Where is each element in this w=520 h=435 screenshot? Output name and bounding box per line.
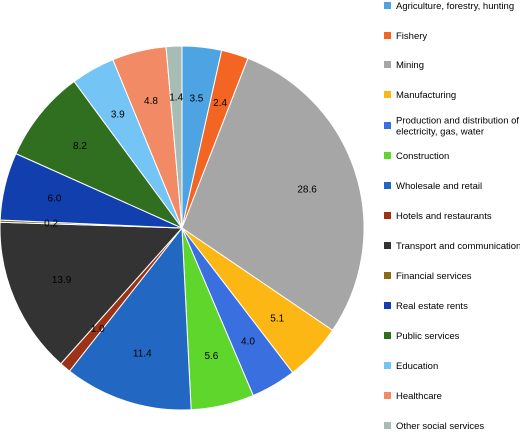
legend-item-production-and-distribution-of-electricity-gas-water: Production and distribution of electricit…	[384, 116, 519, 138]
legend-label-financial-services: Financial services	[396, 271, 472, 282]
data-label-hotels-and-restaurants: 1.0	[91, 324, 105, 335]
data-label-healthcare: 4.8	[144, 96, 158, 107]
legend-swatch-financial-services	[384, 272, 391, 279]
legend-label-public-services: Public services	[396, 331, 460, 342]
data-label-real-estate-rents: 6.0	[48, 193, 62, 204]
legend-item-transport-and-communications: Transport and communications	[384, 241, 520, 252]
data-label-agriculture-forestry-hunting: 3.5	[189, 93, 203, 104]
legend-swatch-manufacturing	[384, 91, 391, 98]
data-label-manufacturing: 5.1	[270, 314, 284, 325]
pie-slice-wholesale-and-retail	[68, 226, 192, 411]
legend-label-wholesale-and-retail: Wholesale and retail	[396, 181, 482, 192]
data-label-construction: 5.6	[204, 351, 218, 362]
legend-item-wholesale-and-retail: Wholesale and retail	[384, 181, 482, 192]
data-label-mining: 28.6	[297, 185, 317, 196]
legend-swatch-construction	[384, 152, 391, 159]
legend-swatch-production-and-distribution-of-electricity-gas-water	[384, 122, 391, 129]
pie-slice-mining	[181, 57, 365, 331]
legend-item-agriculture-forestry-hunting: Agriculture, forestry, hunting	[384, 1, 514, 12]
legend-item-other-social-services: Other social services	[384, 421, 484, 432]
data-label-fishery: 2.4	[213, 98, 227, 109]
legend-swatch-other-social-services	[384, 422, 391, 429]
legend-label-construction: Construction	[396, 151, 449, 162]
data-label-transport-and-communications: 13.9	[52, 275, 72, 286]
legend-swatch-public-services	[384, 332, 391, 339]
legend-label-production-and-distribution-of-electricity-gas-water: Production and distribution of electricit…	[396, 116, 519, 138]
legend-label-mining: Mining	[396, 60, 424, 71]
legend-label-fishery: Fishery	[396, 31, 427, 42]
pie-slice-other-social-services	[165, 45, 183, 229]
legend-item-real-estate-rents: Real estate rents	[384, 301, 468, 312]
pie-data-labels: 3.5 2.4 28.6 5.1 4.0 5.6 11.4 1.0 13.9 0.2 6.0 8.2 3…	[44, 93, 317, 363]
pie-slices	[0, 45, 365, 411]
legend-item-education: Education	[384, 361, 438, 372]
data-label-wholesale-and-retail: 11.4	[133, 348, 152, 359]
legend-item-public-services: Public services	[384, 331, 460, 342]
legend-swatch-hotels-and-restaurants	[384, 212, 391, 219]
legend-swatch-mining	[384, 61, 391, 68]
data-label-production-and-distribution-of-electricity-gas-water: 4.0	[241, 337, 255, 348]
legend-swatch-fishery	[384, 32, 391, 39]
legend-item-fishery: Fishery	[384, 31, 427, 42]
legend: Agriculture, forestry, hunting Fishery Min…	[384, 1, 520, 432]
legend-item-hotels-and-restaurants: Hotels and restaurants	[384, 211, 492, 222]
pie-slice-public-services	[15, 80, 184, 230]
legend-swatch-healthcare	[384, 392, 391, 399]
legend-swatch-wholesale-and-retail	[384, 182, 391, 189]
pie-slice-transport-and-communications	[0, 221, 184, 365]
legend-swatch-agriculture-forestry-hunting	[384, 2, 391, 9]
legend-label-transport-and-communications: Transport and communications	[396, 241, 520, 252]
legend-label-other-social-services: Other social services	[396, 421, 484, 432]
legend-swatch-transport-and-communications	[384, 242, 391, 249]
legend-label-hotels-and-restaurants: Hotels and restaurants	[396, 211, 492, 222]
legend-item-mining: Mining	[384, 60, 424, 71]
legend-item-manufacturing: Manufacturing	[384, 90, 456, 101]
legend-swatch-education	[384, 362, 391, 369]
legend-label-agriculture-forestry-hunting: Agriculture, forestry, hunting	[396, 1, 514, 12]
legend-item-financial-services: Financial services	[384, 271, 472, 282]
data-label-public-services: 8.2	[73, 141, 87, 152]
data-label-other-social-services: 1.4	[169, 93, 183, 104]
data-label-financial-services: 0.2	[44, 219, 58, 230]
legend-label-healthcare: Healthcare	[396, 391, 442, 402]
legend-label-manufacturing: Manufacturing	[396, 90, 456, 101]
legend-label-real-estate-rents: Real estate rents	[396, 301, 468, 312]
legend-item-healthcare: Healthcare	[384, 391, 442, 402]
data-label-education: 3.9	[111, 109, 125, 120]
legend-label-education: Education	[396, 361, 438, 372]
legend-swatch-real-estate-rents	[384, 302, 391, 309]
legend-item-construction: Construction	[384, 151, 449, 162]
